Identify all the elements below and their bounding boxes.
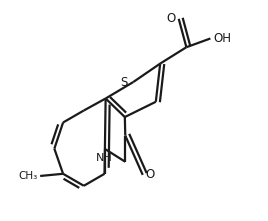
Text: S: S [120, 76, 128, 89]
Text: CH₃: CH₃ [18, 171, 38, 181]
Text: OH: OH [213, 32, 231, 45]
Text: O: O [167, 12, 176, 25]
Text: O: O [145, 168, 155, 181]
Text: NH: NH [96, 153, 113, 163]
